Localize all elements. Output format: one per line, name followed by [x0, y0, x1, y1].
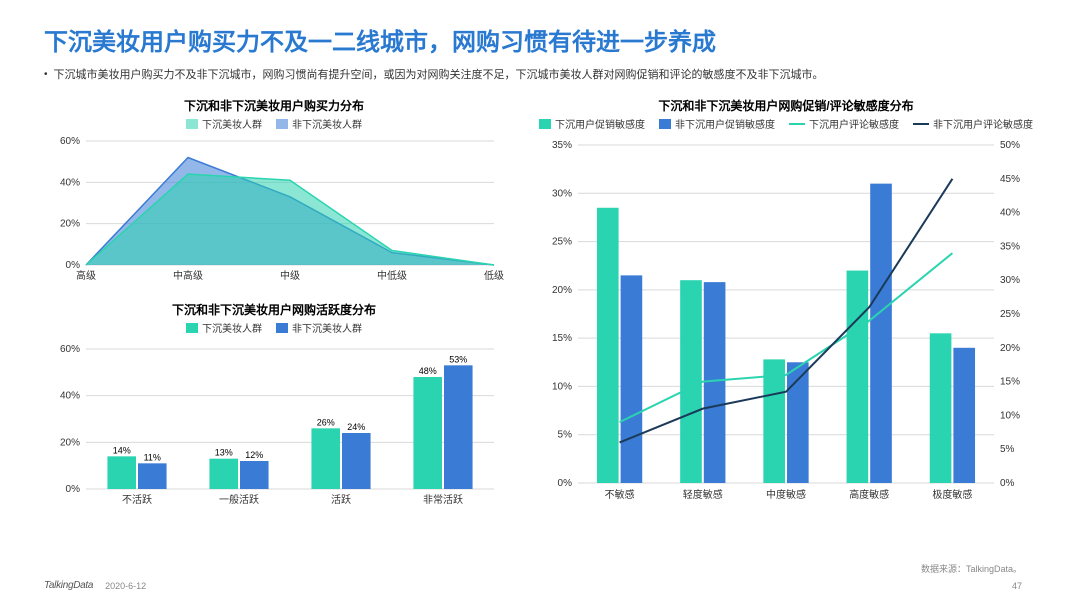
svg-text:13%: 13% — [215, 448, 233, 458]
footer-date: 2020-6-12 — [105, 581, 146, 591]
area-chart-block: 下沉和非下沉美妆用户购买力分布 下沉美妆人群 非下沉美妆人群 0% 20% 40% 6… — [44, 97, 504, 285]
svg-text:高度敏感: 高度敏感 — [849, 488, 889, 501]
area-legend: 下沉美妆人群 非下沉美妆人群 — [44, 116, 504, 131]
svg-text:活跃: 活跃 — [331, 494, 351, 506]
svg-text:中低级: 中低级 — [377, 269, 407, 282]
bar-chart-svg: 0% 20% 40% 60% 14% 11% 不活跃 13% 12% 一般活跃 26% 24% 活跃 48… — [44, 339, 504, 509]
svg-text:53%: 53% — [449, 354, 467, 364]
svg-text:10%: 10% — [552, 381, 572, 392]
svg-text:轻度敏感: 轻度敏感 — [683, 488, 723, 501]
svg-text:15%: 15% — [1000, 377, 1020, 388]
footer-logo: TalkingData — [44, 580, 93, 591]
svg-text:10%: 10% — [1000, 410, 1020, 421]
bar-legend: 下沉美妆人群 非下沉美妆人群 — [44, 320, 504, 335]
legend-label: 非下沉用户评论敏感度 — [933, 116, 1033, 131]
svg-text:45%: 45% — [1000, 174, 1020, 185]
svg-text:40%: 40% — [1000, 208, 1020, 219]
legend-swatch-blue — [276, 119, 288, 129]
svg-text:低级: 低级 — [484, 269, 504, 282]
legend-swatch-teal — [186, 323, 198, 333]
svg-text:不敏感: 不敏感 — [605, 488, 635, 501]
legend-line-teal — [789, 123, 805, 125]
legend-label: 下沉用户评论敏感度 — [809, 116, 899, 131]
slide-title: 下沉美妆用户购买力不及一二线城市，网购习惯有待进一步养成 — [44, 22, 1022, 57]
svg-text:60%: 60% — [60, 344, 80, 355]
svg-text:中高级: 中高级 — [173, 269, 203, 282]
svg-text:0%: 0% — [1000, 478, 1015, 489]
svg-text:20%: 20% — [60, 437, 80, 448]
bullet-dot: • — [44, 67, 48, 83]
footer: TalkingData 2020-6-12 47 — [44, 580, 1022, 591]
svg-text:35%: 35% — [552, 140, 572, 151]
bar-chart-block: 下沉和非下沉美妆用户网购活跃度分布 下沉美妆人群 非下沉美妆人群 0% 20% 40… — [44, 301, 504, 509]
svg-text:60%: 60% — [60, 136, 80, 147]
legend-label: 非下沉美妆人群 — [292, 320, 362, 335]
combo-chart-title: 下沉和非下沉美妆用户网购促销/评论敏感度分布 — [536, 97, 1036, 114]
legend-swatch-teal — [539, 119, 551, 129]
legend-label: 下沉美妆人群 — [202, 320, 262, 335]
svg-text:20%: 20% — [60, 219, 80, 230]
svg-text:20%: 20% — [552, 285, 572, 296]
footer-page: 47 — [1012, 581, 1022, 591]
legend-swatch-teal — [186, 119, 198, 129]
svg-text:11%: 11% — [144, 452, 161, 462]
svg-text:15%: 15% — [552, 333, 572, 344]
area-chart-title: 下沉和非下沉美妆用户购买力分布 — [44, 97, 504, 114]
svg-text:中级: 中级 — [280, 269, 300, 282]
svg-text:40%: 40% — [60, 391, 80, 402]
svg-text:一般活跃: 一般活跃 — [219, 493, 259, 506]
svg-text:40%: 40% — [60, 177, 80, 188]
svg-text:0%: 0% — [66, 484, 81, 495]
svg-text:不活跃: 不活跃 — [122, 494, 152, 506]
svg-text:12%: 12% — [245, 450, 263, 460]
svg-text:20%: 20% — [1000, 343, 1020, 354]
svg-text:5%: 5% — [558, 430, 573, 441]
svg-text:35%: 35% — [1000, 241, 1020, 252]
legend-swatch-blue — [276, 323, 288, 333]
area-chart-svg: 0% 20% 40% 60% 高级 中高级 中级 中低级 低级 — [44, 135, 504, 285]
svg-text:极度敏感: 极度敏感 — [932, 488, 972, 501]
combo-legend: 下沉用户促销敏感度 非下沉用户促销敏感度 下沉用户评论敏感度 非下沉用户评论敏感… — [536, 116, 1036, 131]
svg-text:14%: 14% — [113, 445, 131, 455]
svg-text:中度敏感: 中度敏感 — [766, 488, 806, 501]
svg-text:30%: 30% — [1000, 275, 1020, 286]
svg-text:5%: 5% — [1000, 444, 1015, 455]
svg-text:非常活跃: 非常活跃 — [423, 493, 463, 506]
legend-label: 下沉美妆人群 — [202, 116, 262, 131]
svg-text:50%: 50% — [1000, 140, 1020, 151]
combo-chart-block: 下沉和非下沉美妆用户网购促销/评论敏感度分布 下沉用户促销敏感度 非下沉用户促销… — [536, 97, 1036, 505]
svg-text:30%: 30% — [552, 188, 572, 199]
legend-line-navy — [913, 123, 929, 125]
bar-chart-title: 下沉和非下沉美妆用户网购活跃度分布 — [44, 301, 504, 318]
legend-label: 非下沉用户促销敏感度 — [675, 116, 775, 131]
svg-text:0%: 0% — [66, 260, 81, 271]
combo-chart-svg: 0% 5% 10% 15% 20% 25% 30% 35% 0% 5% 10% 15% 20% 25% 30… — [536, 135, 1036, 505]
svg-text:24%: 24% — [347, 422, 365, 432]
svg-text:48%: 48% — [419, 366, 437, 376]
legend-label: 下沉用户促销敏感度 — [555, 116, 645, 131]
svg-text:25%: 25% — [552, 237, 572, 248]
bullet-row: • 下沉城市美妆用户购买力不及非下沉城市，网购习惯尚有提升空间，或因为对网购关注… — [44, 67, 1022, 83]
svg-text:0%: 0% — [558, 478, 573, 489]
svg-text:25%: 25% — [1000, 309, 1020, 320]
legend-swatch-blue — [659, 119, 671, 129]
legend-label: 非下沉美妆人群 — [292, 116, 362, 131]
svg-text:26%: 26% — [317, 417, 335, 427]
svg-text:高级: 高级 — [76, 269, 96, 282]
source-text: 数据来源：TalkingData。 — [921, 562, 1022, 575]
bullet-text: 下沉城市美妆用户购买力不及非下沉城市，网购习惯尚有提升空间，或因为对网购关注度不… — [54, 67, 824, 83]
